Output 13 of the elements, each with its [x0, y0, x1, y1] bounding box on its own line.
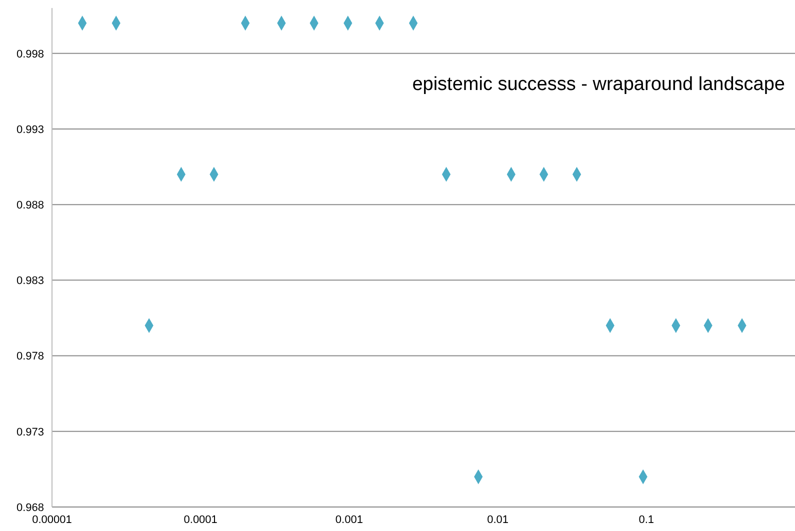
text: epistemic successs - wraparound landscape — [412, 74, 785, 96]
y-tick-label: 0.973 — [16, 426, 44, 438]
x-tick-label: 0.00001 — [32, 514, 72, 526]
x-tick-label: 0.1 — [638, 514, 654, 526]
y-tick-label: 0.968 — [16, 502, 44, 514]
y-tick-label: 0.978 — [16, 350, 44, 363]
x-tick-label: 0.0001 — [184, 514, 218, 526]
x-tick-label: 0.001 — [335, 514, 363, 526]
y-tick-label: 0.993 — [16, 124, 44, 136]
y-tick-label: 0.998 — [16, 48, 44, 60]
y-tick-label: 0.988 — [16, 199, 44, 212]
x-tick-label: 0.01 — [487, 514, 509, 526]
y-tick-label: 0.983 — [16, 275, 44, 288]
